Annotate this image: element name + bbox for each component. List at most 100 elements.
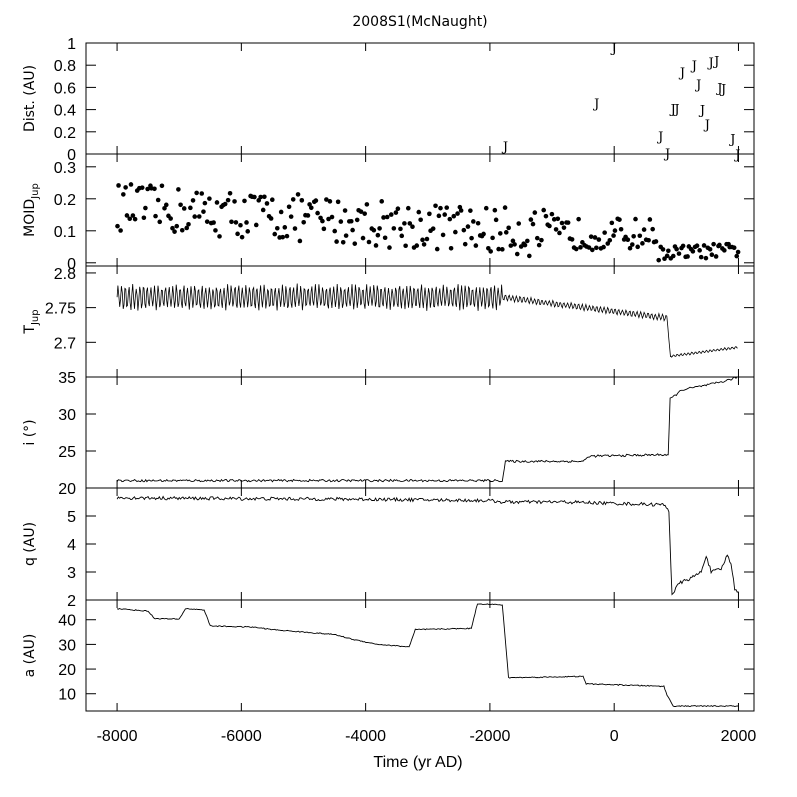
moid-point — [462, 241, 468, 247]
jupiter-encounter-marker: J — [669, 102, 676, 117]
jupiter-encounter-marker: J — [694, 78, 701, 93]
moid-point — [315, 210, 320, 216]
moid-point — [172, 229, 177, 234]
x-tick-label: -4000 — [345, 728, 386, 745]
moid-point — [329, 214, 335, 220]
moid-point — [486, 245, 491, 251]
moid-point — [152, 186, 157, 192]
moid-point — [488, 249, 493, 254]
moid-point — [602, 230, 607, 235]
moid-point — [625, 237, 631, 242]
moid-point — [633, 216, 638, 222]
moid-point — [130, 213, 136, 218]
moid-point — [340, 240, 346, 245]
panel-moid: 0 0.1 0.2 0.3 MOIDJup — [22, 153, 755, 273]
x-tick-label: -2000 — [469, 728, 510, 745]
moid-point — [650, 226, 655, 232]
moid-point — [233, 220, 239, 225]
moid-point — [354, 217, 360, 223]
moid-point — [269, 197, 275, 203]
moid-point — [427, 211, 432, 217]
moid-point — [391, 226, 397, 231]
jupiter-encounter-marker: J — [703, 118, 710, 133]
y-axis-label: q (AU) — [22, 522, 38, 566]
moid-point — [168, 216, 173, 221]
moid-point — [124, 213, 130, 218]
moid-point — [512, 242, 517, 247]
moid-point — [286, 204, 292, 210]
y-axis-label: i (°) — [22, 419, 38, 445]
moid-point — [260, 207, 266, 213]
moid-point — [308, 205, 314, 211]
chart-title: 2008S1(McNaught) — [352, 14, 487, 30]
moid-point — [674, 246, 679, 252]
moid-point — [447, 216, 453, 222]
moid-point — [188, 205, 193, 211]
moid-point — [420, 237, 425, 243]
moid-point — [377, 226, 382, 231]
moid-point — [442, 212, 448, 217]
y-tick-label: 0.6 — [54, 80, 76, 97]
moid-point — [202, 200, 208, 206]
moid-point — [713, 254, 719, 259]
moid-point — [384, 214, 390, 220]
moid-point — [225, 197, 231, 203]
moid-point — [360, 235, 366, 241]
moid-point — [253, 222, 259, 228]
moid-point — [379, 199, 385, 204]
y-tick-label: 0.3 — [54, 160, 76, 177]
y-tick-label: 2 — [67, 593, 76, 610]
moid-point — [335, 199, 341, 205]
moid-point — [561, 225, 567, 230]
moid-point — [280, 234, 286, 240]
moid-point — [707, 247, 713, 252]
moid-point — [492, 207, 498, 213]
moid-point — [127, 216, 133, 222]
moid-point — [553, 227, 559, 232]
moid-point — [434, 246, 440, 252]
jupiter-encounter-marker: J — [712, 55, 719, 70]
y-tick-label: 0.8 — [54, 58, 76, 75]
incl-line — [116, 377, 739, 483]
moid-point — [242, 198, 247, 204]
moid-point — [162, 205, 167, 211]
moid-point — [399, 233, 405, 239]
y-tick-label: 20 — [58, 481, 76, 498]
y-tick-label: 20 — [58, 662, 76, 679]
moid-point — [299, 198, 305, 203]
moid-point — [282, 225, 288, 230]
panel-frame — [85, 599, 755, 712]
moid-point — [313, 198, 319, 203]
plot-area — [116, 283, 738, 358]
moid-point — [475, 220, 481, 226]
moid-point — [305, 213, 311, 218]
moid-point — [680, 243, 686, 249]
moid-point — [139, 185, 145, 190]
moid-point — [181, 206, 187, 211]
moid-point — [483, 205, 489, 211]
moid-point — [387, 245, 392, 250]
moid-point — [559, 220, 565, 226]
moid-point — [493, 217, 499, 223]
jupiter-encounter-marker: J — [678, 66, 685, 81]
moid-point — [647, 217, 653, 222]
moid-point — [525, 238, 530, 244]
moid-point — [731, 245, 737, 251]
y-tick-label: 0.2 — [54, 192, 76, 209]
moid-point — [551, 217, 557, 222]
moid-point — [159, 183, 165, 189]
moid-point — [722, 248, 727, 253]
moid-point — [527, 253, 532, 259]
panel-frame — [85, 265, 755, 378]
moid-point — [128, 182, 134, 187]
moid-point — [342, 208, 348, 213]
moid-point — [332, 228, 338, 234]
moid-point — [539, 237, 544, 243]
y-axis-label: TJup — [22, 309, 41, 334]
moid-point — [547, 223, 552, 229]
moid-point — [155, 197, 161, 203]
moid-point — [698, 254, 704, 260]
moid-point — [256, 198, 262, 203]
moid-point — [451, 213, 457, 219]
